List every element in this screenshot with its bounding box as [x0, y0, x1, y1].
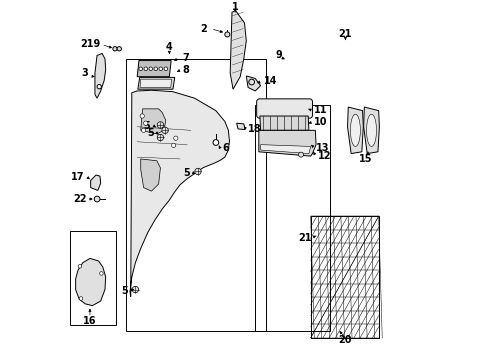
Circle shape: [97, 85, 101, 89]
Circle shape: [173, 136, 178, 140]
Text: 6: 6: [222, 143, 228, 153]
Polygon shape: [246, 76, 260, 91]
Text: 12: 12: [318, 151, 331, 161]
Ellipse shape: [350, 114, 360, 147]
Text: 5: 5: [143, 121, 150, 131]
Polygon shape: [137, 60, 171, 77]
Circle shape: [143, 67, 147, 71]
Polygon shape: [76, 258, 105, 306]
Circle shape: [171, 143, 176, 148]
Bar: [70, 230, 116, 325]
Circle shape: [113, 46, 117, 51]
Polygon shape: [230, 10, 246, 89]
Circle shape: [224, 32, 229, 37]
Text: 18: 18: [247, 124, 261, 134]
Text: 5: 5: [121, 286, 128, 296]
Polygon shape: [95, 53, 105, 98]
Circle shape: [78, 265, 81, 268]
Text: 21: 21: [338, 29, 351, 39]
Text: 17: 17: [71, 172, 85, 182]
Text: 21: 21: [298, 233, 311, 243]
Polygon shape: [130, 90, 229, 297]
Text: 22: 22: [73, 194, 86, 204]
Text: 16: 16: [83, 316, 97, 326]
Bar: [310, 216, 378, 338]
Text: 8: 8: [182, 65, 188, 75]
Circle shape: [79, 297, 82, 300]
Polygon shape: [236, 123, 244, 130]
Circle shape: [100, 272, 103, 275]
Text: 13: 13: [315, 143, 329, 153]
Circle shape: [298, 152, 303, 157]
Polygon shape: [347, 107, 363, 154]
Text: 20: 20: [337, 335, 351, 345]
Text: 1: 1: [231, 2, 238, 12]
Text: 5: 5: [183, 168, 190, 178]
Text: 4: 4: [165, 42, 172, 52]
Polygon shape: [90, 175, 101, 190]
Polygon shape: [260, 145, 310, 154]
Circle shape: [140, 114, 144, 118]
Text: 5: 5: [147, 128, 154, 138]
Bar: [126, 59, 265, 331]
Ellipse shape: [366, 114, 376, 147]
Text: 2: 2: [200, 24, 206, 34]
Text: 14: 14: [264, 76, 277, 86]
Circle shape: [154, 67, 157, 71]
Circle shape: [163, 67, 167, 71]
Circle shape: [139, 67, 142, 71]
Text: 11: 11: [313, 105, 327, 115]
Circle shape: [94, 196, 100, 202]
Text: 219: 219: [80, 39, 101, 49]
Circle shape: [194, 168, 201, 175]
Circle shape: [149, 67, 152, 71]
Polygon shape: [141, 159, 160, 191]
Circle shape: [248, 79, 254, 85]
Polygon shape: [138, 77, 174, 89]
FancyBboxPatch shape: [256, 99, 312, 118]
Bar: [255, 105, 330, 331]
Circle shape: [117, 46, 121, 51]
Circle shape: [157, 134, 163, 141]
Polygon shape: [259, 116, 308, 130]
Polygon shape: [258, 130, 315, 156]
Text: 7: 7: [182, 53, 188, 63]
Circle shape: [162, 127, 168, 134]
Text: 15: 15: [358, 154, 371, 164]
Circle shape: [157, 122, 163, 128]
Text: 3: 3: [81, 68, 88, 78]
Circle shape: [132, 286, 138, 293]
Text: 10: 10: [313, 117, 327, 127]
Circle shape: [213, 140, 218, 145]
Polygon shape: [141, 109, 165, 134]
Polygon shape: [140, 79, 171, 87]
Circle shape: [141, 128, 145, 132]
Text: 9: 9: [275, 50, 281, 60]
Circle shape: [143, 121, 147, 125]
Polygon shape: [363, 107, 379, 154]
Circle shape: [159, 67, 162, 71]
